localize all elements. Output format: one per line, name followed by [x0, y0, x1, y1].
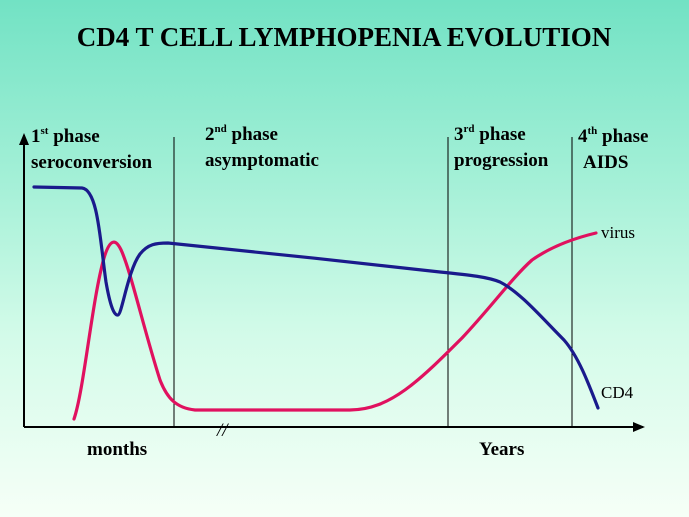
phase-2-heading: 2nd phase	[205, 123, 278, 145]
phase-4-heading: 4th phase	[578, 125, 649, 147]
phase-1-name: seroconversion	[31, 152, 152, 173]
phase-1-heading: 1st phase	[31, 125, 100, 147]
diagram-title: CD4 T CELL LYMPHOPENIA EVOLUTION	[77, 22, 612, 52]
axis-break-mark: //	[216, 420, 229, 441]
virus-curve-label: virus	[601, 223, 635, 242]
cd4-curve	[32, 185, 600, 410]
phase-3-name: progression	[454, 150, 549, 171]
phase-4-name: AIDS	[583, 152, 628, 173]
phase-2-name: asymptomatic	[205, 150, 319, 171]
cd4-curve-label: CD4	[601, 383, 634, 402]
phase-3-heading: 3rd phase	[454, 123, 526, 145]
years-label: Years	[479, 439, 524, 460]
months-label: months	[87, 439, 147, 460]
